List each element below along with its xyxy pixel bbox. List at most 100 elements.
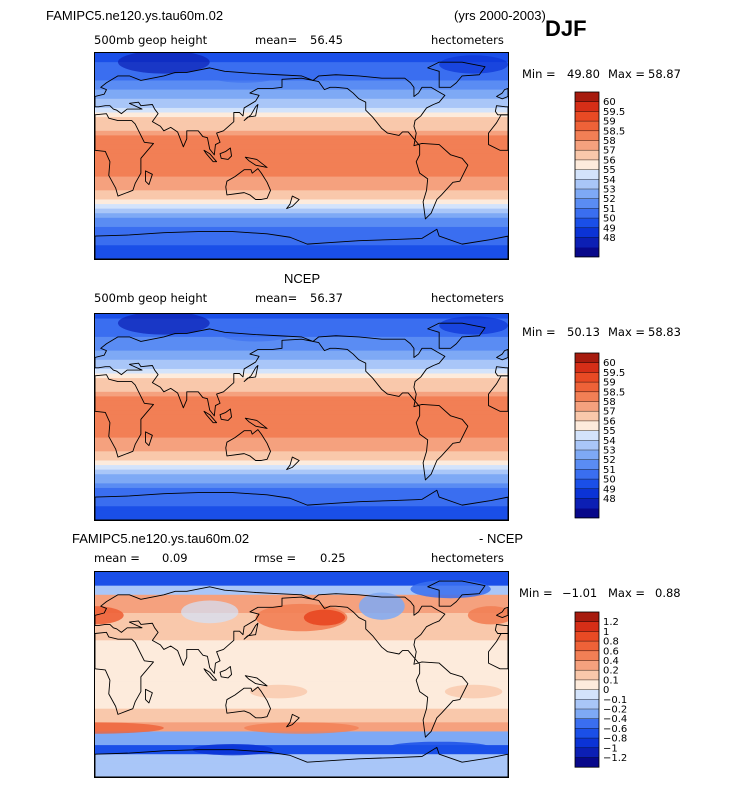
panel3-min-value: −1.01 — [562, 586, 598, 600]
panel1-contour-band — [95, 153, 508, 159]
panel3-contour-band — [95, 572, 508, 578]
panel1-contour-feature — [209, 69, 279, 83]
panel3-contour-band — [95, 754, 508, 760]
panel3-max-label: Max = — [608, 586, 646, 600]
panel1-contour-band — [95, 130, 508, 136]
panel3-colorbar-box — [575, 631, 599, 642]
panel2-contour-band — [95, 478, 508, 484]
panel1-min-label: Min = — [522, 67, 556, 81]
panel1-contour-band — [95, 94, 508, 100]
panel3-contour-feature — [410, 579, 491, 599]
panel3-map-svg — [95, 572, 508, 777]
panel1-colorbar-box — [575, 179, 599, 190]
panel2-colorbar-box — [575, 391, 599, 402]
panel1-colorbar-label: 50 — [603, 214, 616, 225]
panel3-contour-band — [95, 581, 508, 587]
panel1-mean-value: 56.45 — [310, 33, 343, 47]
panel3-colorbar-label: −1 — [603, 743, 618, 754]
panel1-colorbar-label: 52 — [603, 194, 616, 205]
panel1-colorbar-label: 54 — [603, 175, 616, 186]
panel3-colorbar-svg: 1.210.80.60.40.20.10−0.1−0.2−0.4−0.6−0.8… — [574, 611, 627, 768]
panel2-coastline — [204, 411, 217, 422]
panel1-colorbar-label: 60 — [603, 97, 616, 108]
panel1-colorbar-box — [575, 159, 599, 170]
panel1-colorbar-label: 51 — [603, 204, 616, 215]
panel3-coastline — [204, 669, 217, 680]
panel2-contour-band — [95, 510, 508, 516]
panel3-colorbar-box — [575, 660, 599, 671]
panel1-colorbar: 60 59.5 59 58.5 58 57 56 55 54 53 52 51 50 49 48 — [574, 91, 635, 259]
panel1-contour-band — [95, 194, 508, 200]
panel2-contour-band — [95, 419, 508, 425]
panel1-coastline — [244, 105, 258, 121]
panel2-colorbar-box — [575, 498, 599, 509]
panel3-contour-feature — [249, 684, 308, 699]
panel1-coastline — [428, 62, 485, 87]
panel2-contour-band — [95, 423, 508, 429]
panel2-colorbar-box — [575, 479, 599, 490]
panel3-max-value: 0.88 — [655, 586, 681, 600]
panel2-contour-band — [95, 373, 508, 379]
panel1-contour-band — [95, 89, 508, 95]
panel2-min-value: 50.13 — [567, 325, 600, 339]
panel2-colorbar-label: 55 — [603, 426, 616, 437]
panel3-coastline — [497, 607, 508, 617]
panel1-contour-band — [95, 103, 508, 109]
panel1-colorbar-box — [575, 208, 599, 219]
panel3-colorbar-box — [575, 709, 599, 719]
panel1-contour-band — [95, 254, 508, 259]
panel2-contour-band — [95, 368, 508, 374]
panel3-map — [94, 571, 509, 778]
panel2-contour-band — [95, 396, 508, 402]
panel3-contour-feature — [95, 606, 124, 625]
panel1-contour-band — [95, 240, 508, 246]
panel1-colorbar-label: 59 — [603, 117, 616, 128]
panel2-contour-band — [95, 382, 508, 388]
panel2-contour-band — [95, 346, 508, 352]
panel2-coastline — [428, 323, 485, 348]
panel3-contour-band — [95, 736, 508, 742]
panel2-contour-band — [95, 455, 508, 461]
panel2-colorbar-box — [575, 411, 599, 422]
panel3-colorbar: 1.2 1 0.8 0.6 0.4 0.2 0.1 0 −0.1 −0.2 −0.4 −0.6 −0.8… — [574, 611, 635, 769]
panel3-contour-band — [95, 681, 508, 687]
panel3-colorbar-box — [575, 738, 599, 749]
panel3-colorbar-label: −0.4 — [603, 714, 627, 725]
panel3-colorbar-box — [575, 747, 599, 758]
panel3-colorbar-label: 0.6 — [603, 646, 619, 657]
panel3-mean-label: mean = — [94, 551, 140, 565]
panel3-contour-band — [95, 763, 508, 769]
panel1-contour-band — [95, 222, 508, 228]
panel3-coastline — [287, 714, 300, 727]
panel3-contour-band — [95, 649, 508, 655]
panel1-contour-band — [95, 217, 508, 223]
panel3-mean-value: 0.09 — [162, 551, 188, 565]
panel2-mean-label: mean= — [255, 291, 298, 305]
panel2-contour-band — [95, 414, 508, 420]
panel1-colorbar-box — [575, 218, 599, 229]
panel2-contour-band — [95, 446, 508, 452]
panel3-contour-band — [95, 590, 508, 596]
panel1-contour-band — [95, 245, 508, 251]
panel2-contour-band — [95, 474, 508, 480]
panel2-units: hectometers — [431, 291, 504, 305]
panel1-contour-band — [95, 208, 508, 214]
panel3-contour-band — [95, 676, 508, 682]
panel1-coastline — [95, 68, 313, 155]
panel3-contour-band — [95, 704, 508, 710]
panel3-contour-band — [95, 740, 508, 746]
panel1-max-value: 58.87 — [648, 67, 681, 81]
panel1-contour-band — [95, 149, 508, 155]
panel1-contour-band — [95, 62, 508, 68]
panel2-colorbar-box — [575, 420, 599, 431]
panel1-mean-label: mean= — [255, 33, 298, 47]
panel1-coastline — [245, 157, 267, 167]
panel1-contour-band — [95, 71, 508, 77]
panel2-colorbar-label: 56 — [603, 416, 616, 427]
panel3-contour-band — [95, 631, 508, 637]
panel1-colorbar-label: 56 — [603, 155, 616, 166]
panel3-colorbar-box — [575, 718, 599, 729]
panel2-colorbar-label: 49 — [603, 484, 616, 495]
panel2-colorbar-label: 57 — [603, 407, 616, 418]
panel2-contour-band — [95, 442, 508, 448]
